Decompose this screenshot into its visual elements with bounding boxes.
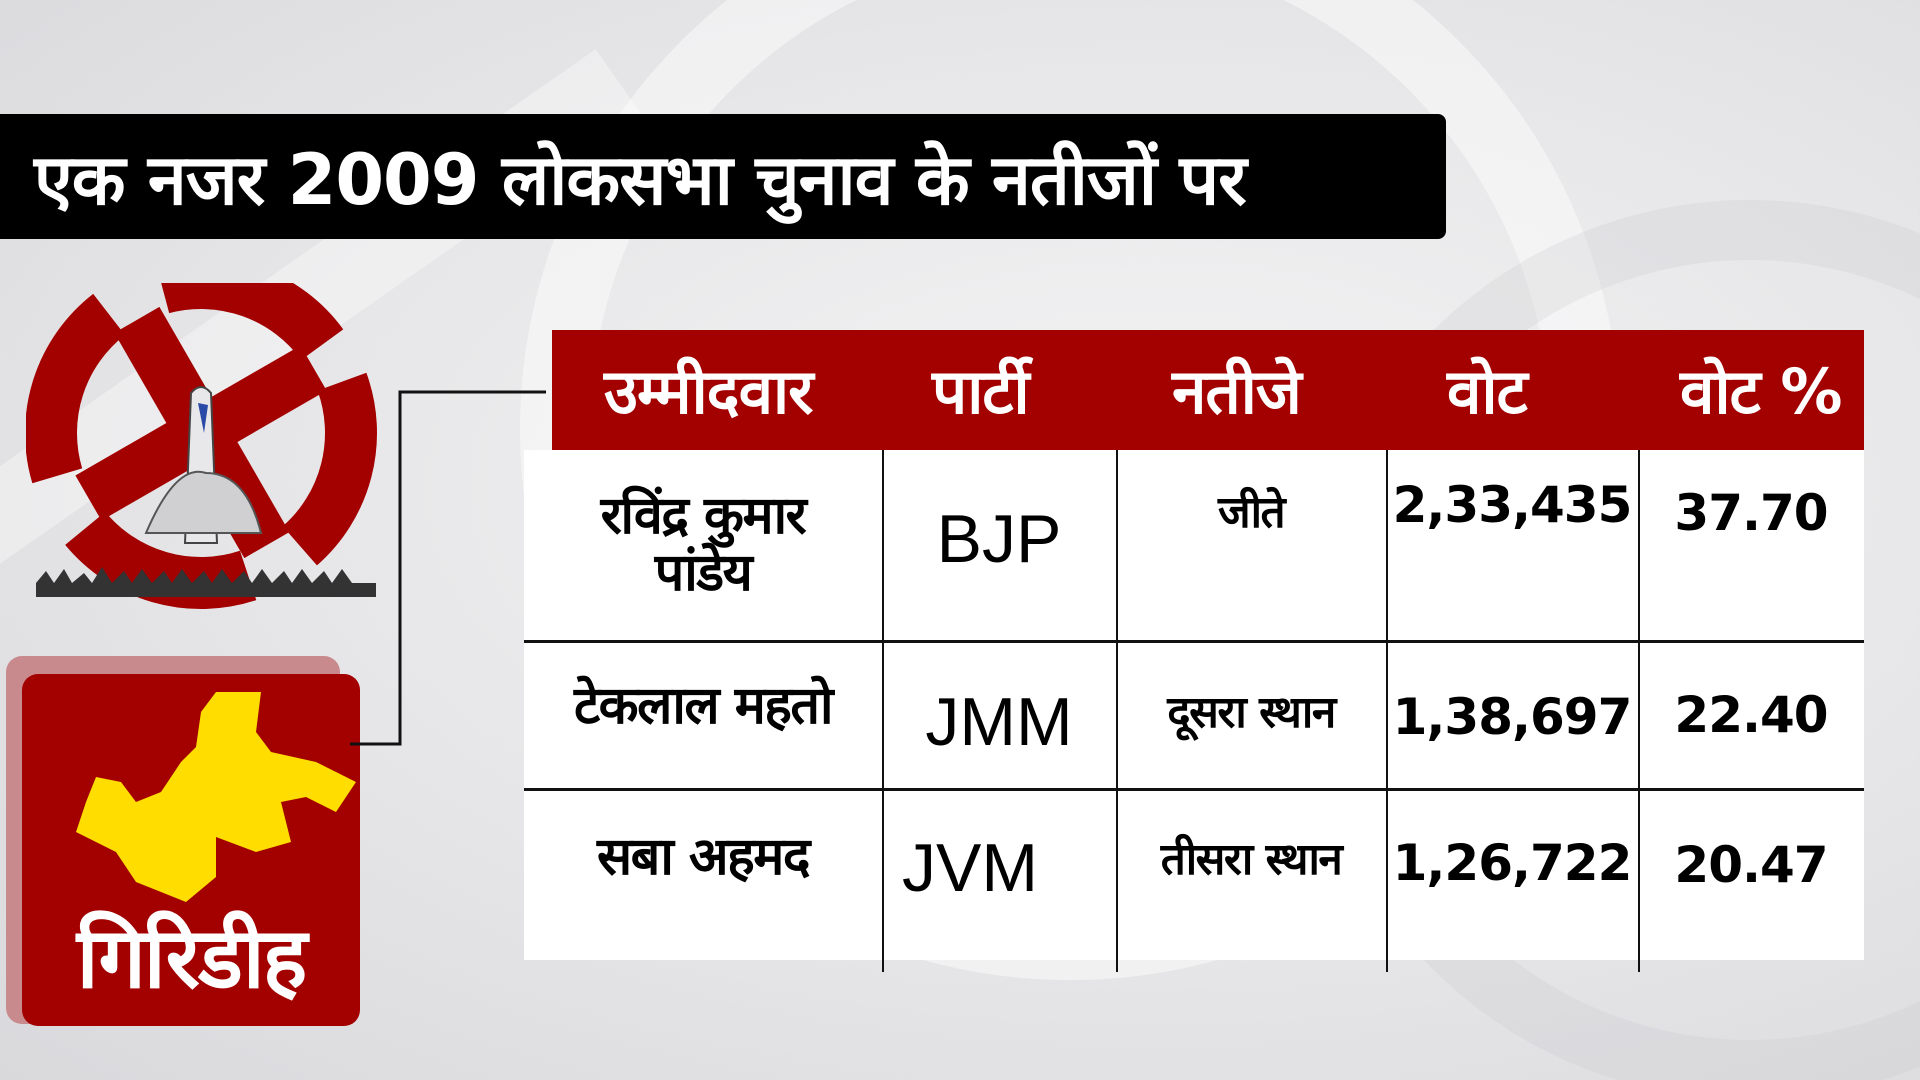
party: JMM xyxy=(925,684,1073,760)
candidate-name-line: सबा अहमद xyxy=(597,827,810,888)
candidate-name-line: रविंद्र कुमार xyxy=(600,485,807,546)
party: BJP xyxy=(936,501,1062,577)
column-divider xyxy=(1386,450,1388,972)
row-divider xyxy=(524,788,1864,791)
column-header-candidate: उम्मीदवार xyxy=(604,355,813,428)
table-body: रविंद्र कुमार पांडेय BJP जीते 2,33,435 3… xyxy=(524,450,1864,972)
column-divider xyxy=(1638,450,1640,972)
table-row: रविंद्र कुमार पांडेय BJP जीते 2,33,435 3… xyxy=(524,450,1864,640)
table-row: टेकलाल महतो JMM दूसरा स्थान 1,38,697 22.… xyxy=(524,642,1864,788)
table-row: सबा अहमद JVM तीसरा स्थान 1,26,722 20.47 xyxy=(524,790,1864,960)
votes: 1,38,697 xyxy=(1392,688,1633,746)
election-commission-logo-icon xyxy=(26,283,377,609)
column-header-result: नतीजे xyxy=(1172,355,1302,428)
column-header-vote-percent: वोट % xyxy=(1680,355,1842,428)
district-card: गिरिडीह xyxy=(22,674,360,1026)
table-header: उम्मीदवार पार्टी नतीजे वोट वोट % xyxy=(552,330,1864,450)
vote-percent: 22.40 xyxy=(1674,686,1828,744)
result: तीसरा स्थान xyxy=(1160,834,1343,885)
title-banner: एक नजर 2009 लोकसभा चुनाव के नतीजों पर xyxy=(0,114,1446,239)
column-divider xyxy=(1116,450,1118,972)
district-map-icon xyxy=(76,692,356,902)
votes: 2,33,435 xyxy=(1392,476,1633,534)
votes: 1,26,722 xyxy=(1392,834,1633,892)
candidate-name: टेकलाल महतो xyxy=(524,642,882,772)
result: दूसरा स्थान xyxy=(1167,687,1336,738)
candidate-name: सबा अहमद xyxy=(524,790,882,926)
connector-line xyxy=(350,390,546,746)
candidate-name-line: टेकलाल महतो xyxy=(573,676,834,737)
candidate-name: रविंद्र कुमार पांडेय xyxy=(524,450,882,640)
column-header-party: पार्टी xyxy=(932,355,1030,428)
district-name: गिरिडीह xyxy=(76,909,307,1007)
column-header-votes: वोट xyxy=(1447,355,1528,428)
vote-percent: 37.70 xyxy=(1674,484,1828,542)
page-title: एक नजर 2009 लोकसभा चुनाव के नतीजों पर xyxy=(34,138,1247,221)
party: JVM xyxy=(902,830,1038,906)
vote-percent: 20.47 xyxy=(1674,836,1828,894)
result: जीते xyxy=(1217,487,1286,538)
row-divider xyxy=(524,640,1864,643)
column-divider xyxy=(882,450,884,972)
candidate-name-line: पांडेय xyxy=(654,543,753,603)
